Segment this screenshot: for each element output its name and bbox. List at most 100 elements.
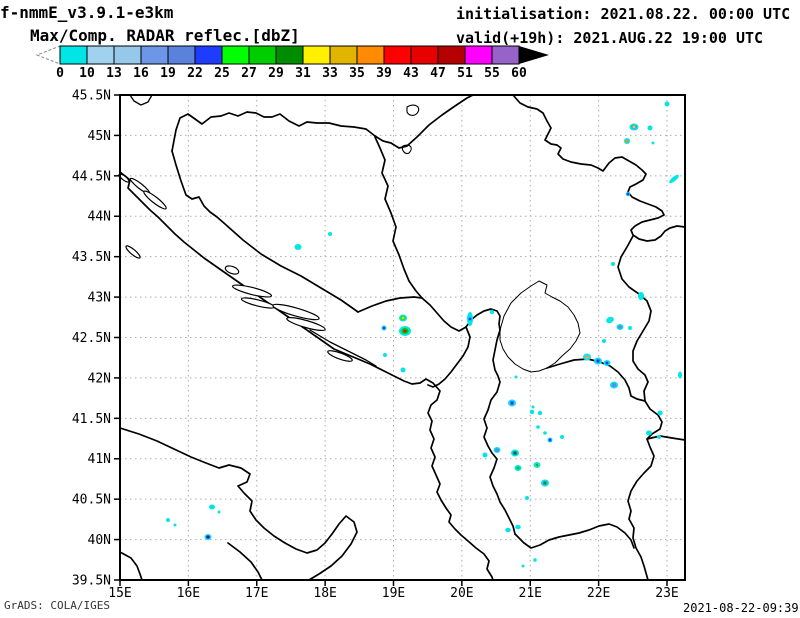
border-drina bbox=[374, 136, 423, 299]
radar-echo bbox=[399, 314, 407, 322]
colorbar-tick-label: 0 bbox=[56, 66, 64, 81]
echo-shield bbox=[400, 367, 406, 373]
border-montenegro-albania bbox=[427, 326, 471, 388]
radar-echo bbox=[616, 324, 624, 330]
echo-shield bbox=[533, 558, 537, 562]
colorbar-segment bbox=[194, 45, 223, 65]
axis-labels: 45.5N 45N 44.5N 44N 43.5N 43N 42.5N 42N 41.5N 41N… bbox=[72, 89, 679, 602]
colorbar-segment bbox=[221, 45, 250, 65]
radar-echo bbox=[505, 527, 511, 533]
echo-shield bbox=[638, 292, 644, 300]
echo-shield bbox=[489, 309, 495, 315]
colorbar-segment bbox=[383, 45, 412, 65]
border-east bbox=[617, 235, 663, 581]
colorbar: 0 10 13 16 19 22 25 27 29 31 33 35 39 43 47 51 55 60 bbox=[35, 45, 549, 81]
radar-echo bbox=[657, 435, 661, 439]
radar-echo bbox=[541, 479, 549, 487]
colorbar-tick-label: 55 bbox=[484, 66, 500, 81]
valid-time-label: valid(+19h): 2021.AUG.22 19:00 UTC bbox=[456, 29, 764, 47]
echo-shield bbox=[521, 564, 525, 568]
radar-echo bbox=[508, 399, 516, 407]
echo-shield bbox=[173, 523, 177, 527]
lon-label: 20E bbox=[450, 586, 473, 601]
radar-echo bbox=[511, 449, 519, 457]
colorbar-tick-label: 16 bbox=[133, 66, 149, 81]
echo-shield bbox=[383, 353, 387, 357]
colorbar-segment bbox=[86, 45, 115, 65]
river-loop-1 bbox=[406, 104, 420, 116]
echo-shield bbox=[602, 339, 606, 343]
lat-label: 41.5N bbox=[72, 412, 111, 427]
echo-core bbox=[625, 139, 629, 143]
radar-echo bbox=[514, 465, 522, 471]
lat-label: 45N bbox=[88, 129, 111, 144]
colorbar-segment bbox=[356, 45, 385, 65]
echo-shield bbox=[669, 174, 679, 184]
echo-core bbox=[585, 355, 589, 359]
border-albania-east bbox=[483, 329, 516, 535]
echo-core bbox=[535, 463, 539, 467]
radar-echo bbox=[547, 437, 553, 443]
radar-echo bbox=[594, 357, 602, 365]
radar-echo bbox=[537, 410, 543, 416]
colorbar-segment bbox=[491, 45, 520, 65]
echo-core bbox=[206, 535, 210, 539]
product-title: Max/Comp. RADAR reflec.[dbZ] bbox=[30, 26, 300, 45]
lat-label: 43N bbox=[88, 291, 111, 306]
radar-echo bbox=[209, 504, 215, 510]
echo-shield bbox=[647, 125, 653, 131]
island bbox=[231, 284, 273, 298]
lat-label: 42.5N bbox=[72, 331, 111, 346]
creation-timestamp: 2021-08-22-09:39 bbox=[683, 601, 799, 615]
border-bosnia-arc bbox=[171, 150, 359, 313]
radar-echo bbox=[217, 510, 221, 514]
radar-echo bbox=[204, 534, 212, 540]
echo-shield bbox=[646, 430, 652, 436]
island bbox=[143, 190, 167, 210]
echo-mid bbox=[611, 382, 617, 388]
islands bbox=[118, 173, 353, 362]
radar-echo bbox=[173, 523, 177, 527]
echo-shield bbox=[657, 410, 663, 416]
radar-echo bbox=[536, 425, 540, 429]
radar-echo bbox=[657, 410, 663, 416]
radar-echo bbox=[533, 462, 541, 468]
border-macedonia-north bbox=[546, 358, 646, 402]
radar-echoes bbox=[166, 101, 682, 568]
echo-shield bbox=[525, 496, 529, 500]
lon-label: 22E bbox=[587, 586, 610, 601]
map-frame bbox=[114, 94, 686, 586]
radar-echo bbox=[521, 564, 525, 568]
radar-echo bbox=[646, 430, 652, 436]
echo-shield bbox=[606, 316, 614, 324]
island bbox=[327, 350, 353, 362]
border-greece-north bbox=[514, 523, 635, 549]
island bbox=[286, 316, 326, 332]
echo-core bbox=[401, 316, 405, 320]
radar-echo bbox=[515, 524, 521, 530]
colorbar-tick-label: 35 bbox=[349, 66, 365, 81]
radar-echo bbox=[489, 309, 495, 315]
radar-echo bbox=[638, 292, 644, 300]
radar-echo bbox=[531, 405, 535, 409]
lat-label: 41N bbox=[88, 452, 111, 467]
echo-shield bbox=[482, 452, 488, 458]
colorbar-segment bbox=[437, 45, 466, 65]
radar-echo bbox=[529, 409, 535, 415]
echo-shield bbox=[514, 375, 518, 379]
radar-echo bbox=[647, 125, 653, 131]
lat-label: 40N bbox=[88, 533, 111, 548]
coast-adriatic bbox=[119, 171, 494, 581]
echo-core bbox=[543, 481, 547, 485]
radar-echo bbox=[467, 312, 473, 326]
lat-label: 45.5N bbox=[72, 89, 111, 104]
radar-echo bbox=[381, 325, 387, 331]
echo-core bbox=[632, 125, 636, 129]
colorbar-tick-label: 13 bbox=[106, 66, 122, 81]
border-bosnia-south bbox=[357, 296, 423, 313]
lon-label: 16E bbox=[177, 586, 200, 601]
echo-shield bbox=[505, 527, 511, 533]
radar-echo bbox=[383, 353, 387, 357]
echo-shield bbox=[628, 326, 632, 330]
island bbox=[125, 245, 141, 259]
